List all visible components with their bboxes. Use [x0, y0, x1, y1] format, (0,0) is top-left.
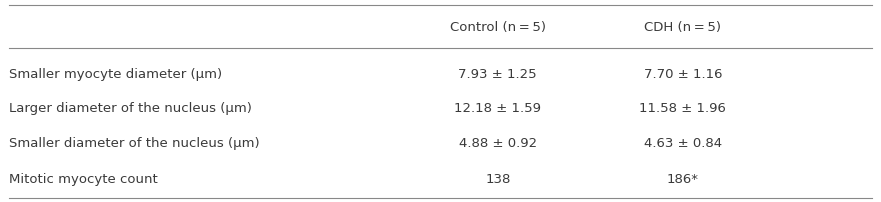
Text: 186*: 186*: [667, 172, 699, 185]
Text: Larger diameter of the nucleus (μm): Larger diameter of the nucleus (μm): [9, 102, 252, 115]
Text: 138: 138: [485, 172, 510, 185]
Text: Smaller diameter of the nucleus (μm): Smaller diameter of the nucleus (μm): [9, 136, 259, 149]
Text: Control (n = 5): Control (n = 5): [450, 21, 545, 34]
Text: 4.88 ± 0.92: 4.88 ± 0.92: [459, 136, 537, 149]
Text: Smaller myocyte diameter (μm): Smaller myocyte diameter (μm): [9, 67, 222, 80]
Text: 4.63 ± 0.84: 4.63 ± 0.84: [644, 136, 722, 149]
Text: 7.70 ± 1.16: 7.70 ± 1.16: [643, 67, 722, 80]
Text: 7.93 ± 1.25: 7.93 ± 1.25: [458, 67, 537, 80]
Text: 11.58 ± 1.96: 11.58 ± 1.96: [640, 102, 726, 115]
Text: Mitotic myocyte count: Mitotic myocyte count: [9, 172, 158, 185]
Text: CDH (n = 5): CDH (n = 5): [644, 21, 722, 34]
Text: 12.18 ± 1.59: 12.18 ± 1.59: [455, 102, 541, 115]
